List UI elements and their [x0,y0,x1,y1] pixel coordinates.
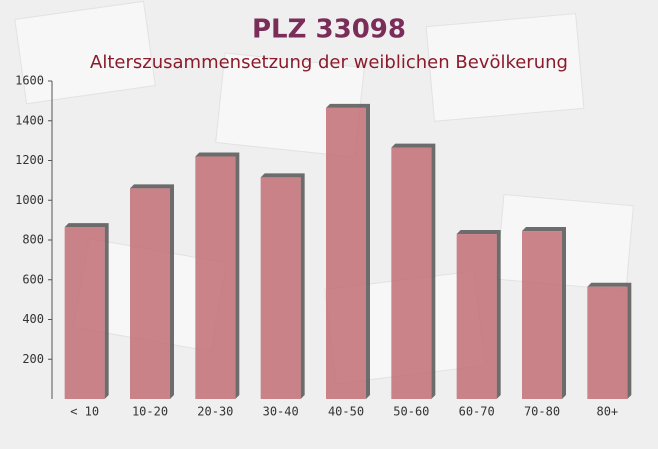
bar [64,227,105,399]
x-tick-label: 30-40 [263,405,299,419]
x-tick-label: < 10 [70,405,99,419]
chart-title: PLZ 33098 [252,15,406,45]
y-tick-label: 1400 [15,113,44,127]
bar [326,107,366,400]
y-tick-label: 200 [22,352,44,366]
x-tick-label: 40-50 [328,405,364,419]
x-tick-label: 50-60 [393,405,429,419]
bar [260,177,301,399]
y-tick-label: 1200 [15,153,44,167]
x-tick-label: 70-80 [524,405,560,419]
y-tick-label: 1000 [15,193,44,207]
y-tick-label: 800 [22,233,44,247]
bar [456,234,497,399]
y-tick-label: 1600 [15,74,44,88]
x-tick-label: 10-20 [132,405,168,419]
bar [130,188,170,399]
x-tick-label: 80+ [596,405,618,419]
bar [391,147,432,399]
bar [195,156,236,399]
bar [522,231,562,399]
chart-subtitle: Alterszusammensetzung der weiblichen Bev… [90,52,568,73]
x-tick-label: 20-30 [197,405,233,419]
y-tick-label: 600 [22,272,44,286]
x-tick-label: 60-70 [459,405,495,419]
bar [587,286,628,399]
y-tick-label: 400 [22,312,44,326]
